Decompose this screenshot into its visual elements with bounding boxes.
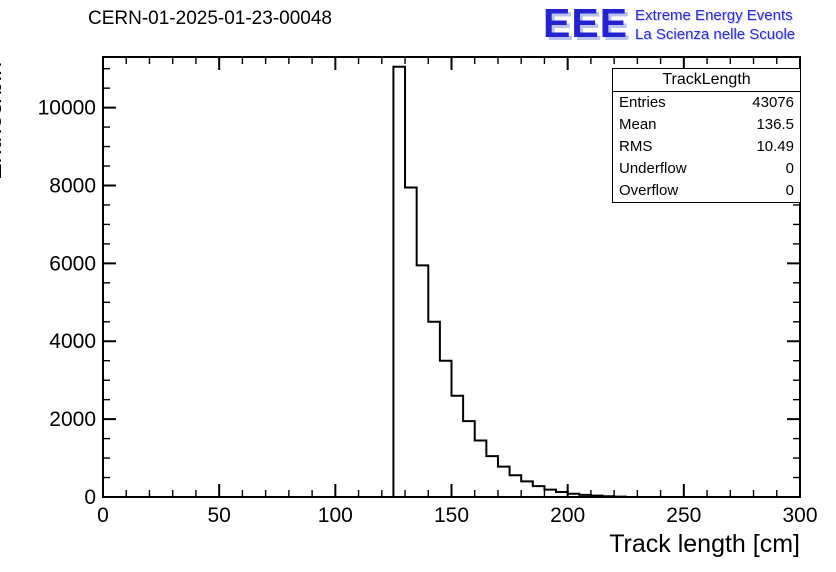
x-tick-label: 100 — [318, 504, 353, 527]
stats-row-entries: Entries 43076 — [613, 92, 800, 114]
stats-value: 10.49 — [756, 138, 794, 155]
plot-title: CERN-01-2025-01-23-00048 — [88, 8, 332, 29]
y-tick-label: 4000 — [49, 330, 96, 353]
eee-logo: EEE Extreme Energy Events La Scienza nel… — [543, 3, 795, 44]
y-tick-label: 0 — [84, 486, 96, 509]
x-tick-label: 50 — [207, 504, 230, 527]
stats-label: Underflow — [619, 160, 687, 177]
eee-logo-text: EEE — [543, 0, 629, 46]
x-tick-label: 300 — [782, 504, 817, 527]
stats-label: Overflow — [619, 182, 679, 199]
stats-label: RMS — [619, 138, 653, 155]
stats-row-mean: Mean 136.5 — [613, 114, 800, 136]
stats-value: 136.5 — [756, 116, 794, 133]
stats-value: 0 — [785, 160, 794, 177]
x-tick-label: 0 — [97, 504, 109, 527]
stats-row-underflow: Underflow 0 — [613, 158, 800, 180]
y-axis-label: Entries/bin — [0, 61, 7, 180]
y-tick-label: 8000 — [49, 174, 96, 197]
eee-logo-subtitle: Extreme Energy Events La Scienza nelle S… — [635, 3, 795, 44]
stats-value: 43076 — [752, 94, 794, 111]
x-tick-label: 200 — [550, 504, 585, 527]
stats-label: Mean — [619, 116, 657, 133]
y-tick-label: 2000 — [49, 408, 96, 431]
y-tick-label: 6000 — [49, 252, 96, 275]
stats-box-title: TrackLength — [613, 69, 800, 92]
x-tick-label: 150 — [434, 504, 469, 527]
stats-label: Entries — [619, 94, 666, 111]
eee-logo-line2: La Scienza nelle Scuole — [635, 26, 796, 43]
stats-box: TrackLength Entries 43076 Mean 136.5 RMS… — [612, 68, 801, 203]
x-axis-label: Track length [cm] — [609, 530, 800, 558]
x-tick-label: 250 — [666, 504, 701, 527]
stats-row-rms: RMS 10.49 — [613, 136, 800, 158]
stats-row-overflow: Overflow 0 — [613, 180, 800, 202]
eee-logo-line1: Extreme Energy Events — [635, 7, 793, 24]
stats-value: 0 — [785, 182, 794, 199]
histogram-line — [103, 65, 800, 498]
y-tick-label: 10000 — [38, 97, 96, 120]
